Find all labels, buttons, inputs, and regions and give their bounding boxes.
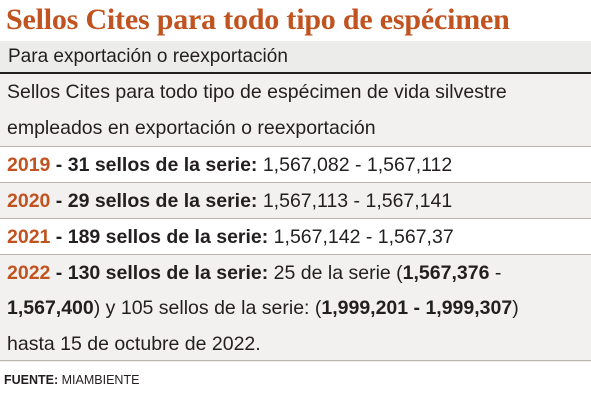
entry-range: 1,567,082 - 1,567,112 xyxy=(257,154,453,176)
subheader-bar: Para exportación o reexportación xyxy=(0,41,591,74)
subtitle: Para exportación o reexportación xyxy=(8,46,288,67)
source-value: MIAMBIENTE xyxy=(58,373,140,387)
entry-number: 1,999,201 - 1,999,307 xyxy=(321,297,513,319)
entry-label: - 29 sellos de la serie: xyxy=(50,190,258,212)
entry-row-2019: 2019 - 31 sellos de la serie: 1,567,082 … xyxy=(0,146,591,182)
entry-year: 2021 xyxy=(7,226,51,248)
entry-label: - 189 sellos de la serie: xyxy=(50,226,269,248)
entry-year: 2020 xyxy=(7,190,51,212)
entry-row-2021: 2021 - 189 sellos de la serie: 1,567,142… xyxy=(0,218,591,254)
entry-text: 25 de la serie ( xyxy=(268,262,403,284)
entry-text: - xyxy=(489,262,502,284)
entry-year: 2019 xyxy=(7,154,51,176)
entry-row-2020: 2020 - 29 sellos de la serie: 1,567,113 … xyxy=(0,182,591,218)
entry-label: - 130 sellos de la serie: xyxy=(50,262,269,284)
content-table: Sellos Cites para todo tipo de espécimen… xyxy=(0,74,591,362)
entry-range: 1,567,113 - 1,567,141 xyxy=(257,190,453,212)
intro-text-1: Sellos Cites para todo tipo de espécimen… xyxy=(7,81,507,103)
entry-number: 1,567,376 xyxy=(402,262,490,284)
page-title: Sellos Cites para todo tipo de espécimen xyxy=(6,3,510,36)
entry-number: 1,567,400 xyxy=(7,297,94,319)
divider xyxy=(0,360,591,361)
source-credit: FUENTE: MIAMBIENTE xyxy=(4,372,139,388)
intro-text-2: empleados en exportación o reexportación xyxy=(7,117,376,139)
entry-year: 2022 xyxy=(7,262,51,284)
intro-line-2: empleados en exportación o reexportación xyxy=(0,110,591,146)
entry-text: hasta 15 de octubre de 2022. xyxy=(7,333,261,355)
entry-range: 1,567,142 - 1,567,37 xyxy=(268,226,454,248)
entry-row-2022-line-2: 1,567,400) y 105 sellos de la serie: (1,… xyxy=(0,290,591,326)
entry-text: ) y 105 sellos de la serie: ( xyxy=(93,297,322,319)
entry-label: - 31 sellos de la serie: xyxy=(50,154,258,176)
entry-row-2022-line-3: hasta 15 de octubre de 2022. xyxy=(0,326,591,362)
source-label: FUENTE: xyxy=(4,373,59,387)
entry-row-2022-line-1: 2022 - 130 sellos de la serie: 25 de la … xyxy=(0,254,591,290)
intro-line-1: Sellos Cites para todo tipo de espécimen… xyxy=(0,74,591,110)
entry-text: ) xyxy=(512,297,519,319)
